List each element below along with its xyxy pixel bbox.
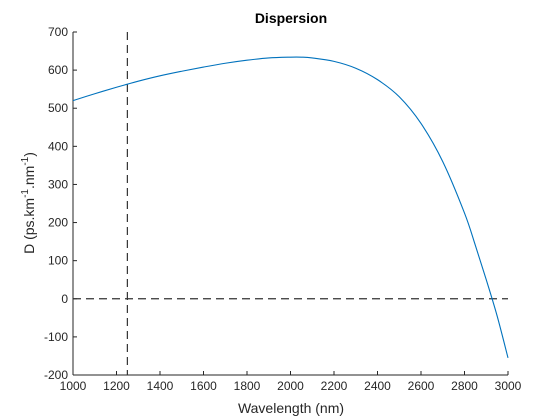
x-tick-label: 2000 <box>277 379 304 393</box>
x-tick-label: 2400 <box>364 379 391 393</box>
chart-title: Dispersion <box>255 10 327 26</box>
y-axis-title: D (ps.km-1.nm-1) <box>20 152 37 254</box>
y-tick-label: 400 <box>48 139 68 153</box>
y-tick-label: -200 <box>44 368 68 382</box>
y-tick-label: 500 <box>48 101 68 115</box>
y-tick-label: 600 <box>48 63 68 77</box>
dispersion-series-line <box>72 56 509 358</box>
x-tick-label: 1800 <box>234 379 261 393</box>
x-axis-title: Wavelength (nm) <box>238 400 344 416</box>
y-axis-title-exp2: -1 <box>20 156 31 165</box>
x-tick-label: 1200 <box>103 379 130 393</box>
x-tick-label: 1600 <box>190 379 217 393</box>
x-tick-label: 1400 <box>147 379 174 393</box>
x-tick-label: 2800 <box>451 379 478 393</box>
y-axis-title-mid: .nm <box>21 166 37 189</box>
x-tick-label: 2200 <box>321 379 348 393</box>
y-axis-title-end: ) <box>21 152 37 157</box>
y-tick-label: 0 <box>61 292 68 306</box>
x-tick-label: 3000 <box>495 379 522 393</box>
y-axis-title-exp1: -1 <box>20 189 31 198</box>
plot-area: 1000 1200 1400 1600 1800 2000 2200 2400 2600 2800… <box>44 25 522 393</box>
y-tick-label: 700 <box>48 25 68 39</box>
y-tick-label: 100 <box>48 254 68 268</box>
x-tick-label: 1000 <box>60 379 87 393</box>
y-tick-label: 200 <box>48 216 68 230</box>
y-axis-title-base: D (ps.km <box>21 198 37 254</box>
y-tick-label: -100 <box>44 330 68 344</box>
y-tick-label: 300 <box>48 177 68 191</box>
x-tick-label: 2600 <box>408 379 435 393</box>
